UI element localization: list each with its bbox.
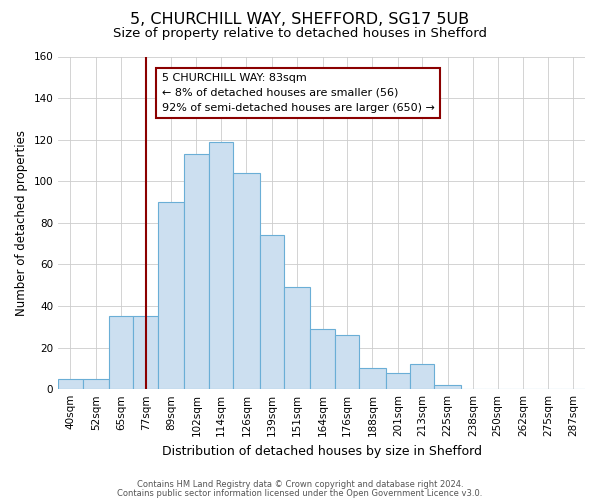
Text: 5 CHURCHILL WAY: 83sqm
← 8% of detached houses are smaller (56)
92% of semi-deta: 5 CHURCHILL WAY: 83sqm ← 8% of detached … [162, 73, 435, 112]
Bar [386, 372, 410, 389]
Bar [410, 364, 434, 389]
Text: Size of property relative to detached houses in Shefford: Size of property relative to detached ho… [113, 28, 487, 40]
Text: Contains HM Land Registry data © Crown copyright and database right 2024.: Contains HM Land Registry data © Crown c… [137, 480, 463, 489]
Bar [83, 379, 109, 389]
Bar [209, 142, 233, 389]
Bar [434, 385, 461, 389]
Bar [260, 236, 284, 389]
Text: 5, CHURCHILL WAY, SHEFFORD, SG17 5UB: 5, CHURCHILL WAY, SHEFFORD, SG17 5UB [130, 12, 470, 28]
Bar [284, 288, 310, 389]
Bar [158, 202, 184, 389]
Bar [359, 368, 386, 389]
Bar [58, 379, 83, 389]
Text: Contains public sector information licensed under the Open Government Licence v3: Contains public sector information licen… [118, 488, 482, 498]
Bar [310, 329, 335, 389]
Bar [109, 316, 133, 389]
Bar [233, 173, 260, 389]
Y-axis label: Number of detached properties: Number of detached properties [15, 130, 28, 316]
Bar [133, 316, 158, 389]
Bar [335, 335, 359, 389]
Bar [184, 154, 209, 389]
X-axis label: Distribution of detached houses by size in Shefford: Distribution of detached houses by size … [161, 444, 482, 458]
